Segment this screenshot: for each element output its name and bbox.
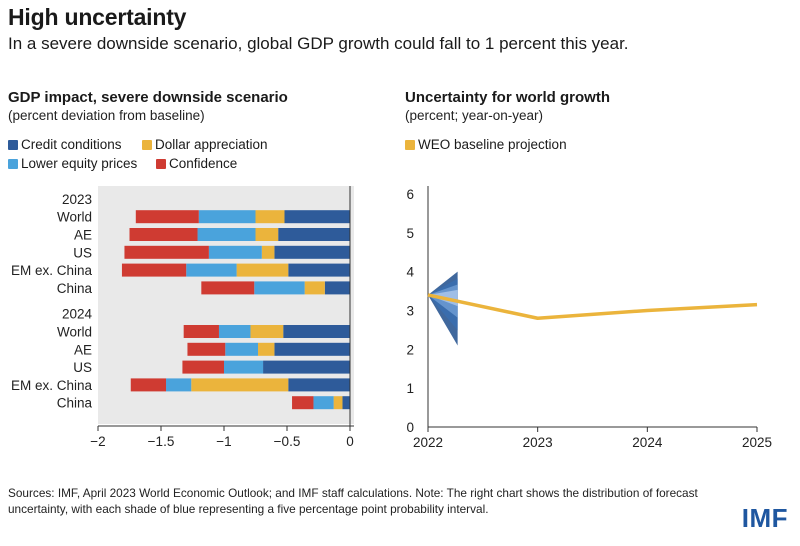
chart-subtitle: In a severe downside scenario, global GD… <box>8 34 629 53</box>
x-tick-label: 2024 <box>632 435 663 450</box>
bar-confidence <box>292 396 314 410</box>
y-tick-label: 4 <box>406 265 414 280</box>
bar-credit <box>263 360 350 374</box>
bar-credit <box>324 281 350 295</box>
row-label: AE <box>74 228 92 243</box>
bar-equity <box>218 325 251 338</box>
y-tick-label: 2 <box>406 342 414 357</box>
legend-item-dollar: Dollar appreciation <box>142 137 268 152</box>
bar-credit <box>274 342 350 356</box>
row-label: US <box>73 360 92 375</box>
row-label: US <box>73 245 92 260</box>
legend-item-confidence: Confidence <box>156 156 237 171</box>
bar-equity <box>198 210 256 224</box>
row-label: China <box>57 396 93 411</box>
bar-equity <box>186 263 237 277</box>
bar-confidence <box>201 281 255 295</box>
group-label: 2023 <box>62 192 92 207</box>
weo-baseline-line <box>427 293 758 321</box>
right-panel-subtitle: (percent; year-on-year) <box>405 108 544 123</box>
legend-label: Dollar appreciation <box>155 137 268 152</box>
legend-item-credit: Credit conditions <box>8 137 122 152</box>
x-tick-label: −1 <box>216 434 231 449</box>
bar-credit <box>284 210 350 224</box>
legend-swatch-weo <box>405 140 415 150</box>
bar-equity <box>197 228 256 241</box>
x-tick-label: 2023 <box>523 435 553 450</box>
bar-equity <box>166 378 192 392</box>
x-tick-label: 2022 <box>413 435 443 450</box>
group-label: 2024 <box>62 307 93 322</box>
bar-dollar <box>191 378 289 392</box>
bar-credit <box>288 378 350 392</box>
y-tick-label: 6 <box>406 187 414 202</box>
imf-logo: IMF <box>741 503 788 533</box>
bar-equity <box>208 245 262 259</box>
legend-label: Lower equity prices <box>21 156 138 171</box>
bar-confidence <box>183 325 219 338</box>
row-label: China <box>57 281 93 296</box>
x-tick-label: −0.5 <box>274 434 301 449</box>
bar-dollar <box>258 342 275 356</box>
bar-dollar <box>236 263 289 277</box>
bar-confidence <box>130 378 167 392</box>
bar-equity <box>224 360 264 374</box>
legend-label: WEO baseline projection <box>418 137 567 152</box>
bar-dollar <box>255 228 279 241</box>
left-panel-title: GDP impact, severe downside scenario <box>8 89 288 106</box>
bar-confidence <box>121 263 187 277</box>
legend-swatch-confidence <box>156 159 166 169</box>
bar-dollar <box>304 281 325 295</box>
bar-credit <box>283 325 350 338</box>
bar-equity <box>313 396 334 410</box>
legend-swatch-credit <box>8 140 18 150</box>
row-label: AE <box>74 342 92 357</box>
legend-item-equity: Lower equity prices <box>8 156 137 171</box>
x-tick-label: 2025 <box>742 435 772 450</box>
y-tick-label: 1 <box>406 381 414 396</box>
legend-label: Confidence <box>169 156 238 171</box>
x-tick-label: −2 <box>90 434 105 449</box>
row-label: World <box>57 210 92 225</box>
bar-credit <box>288 263 350 277</box>
bar-dollar <box>255 210 285 224</box>
legend-label: Credit conditions <box>21 137 122 152</box>
y-tick-label: 0 <box>406 420 414 435</box>
bar-equity <box>225 342 259 356</box>
legend-item-weo-baseline: WEO baseline projection <box>405 137 567 152</box>
bar-dollar <box>261 245 275 259</box>
bar-confidence <box>124 245 209 259</box>
row-label: EM ex. China <box>11 378 93 393</box>
bar-credit <box>278 228 350 241</box>
bar-confidence <box>129 228 198 241</box>
y-tick-label: 5 <box>406 226 414 241</box>
row-label: EM ex. China <box>11 263 93 278</box>
bar-confidence <box>135 210 199 224</box>
footer-note: Sources: IMF, April 2023 World Economic … <box>8 486 698 516</box>
left-panel-subtitle: (percent deviation from baseline) <box>8 108 205 123</box>
bar-confidence <box>187 342 226 356</box>
row-label: World <box>57 325 92 340</box>
bar-confidence <box>182 360 224 374</box>
bar-dollar <box>333 396 343 410</box>
chart-title: High uncertainty <box>8 4 187 30</box>
y-tick-label: 3 <box>406 304 414 319</box>
bar-credit <box>342 396 350 410</box>
legend-swatch-equity <box>8 159 18 169</box>
bar-credit <box>274 245 350 259</box>
legend-swatch-dollar <box>142 140 152 150</box>
bar-equity <box>254 281 305 295</box>
x-tick-label: −1.5 <box>148 434 175 449</box>
bar-dollar <box>250 325 284 338</box>
right-panel-title: Uncertainty for world growth <box>405 89 611 106</box>
x-tick-label: 0 <box>346 434 354 449</box>
